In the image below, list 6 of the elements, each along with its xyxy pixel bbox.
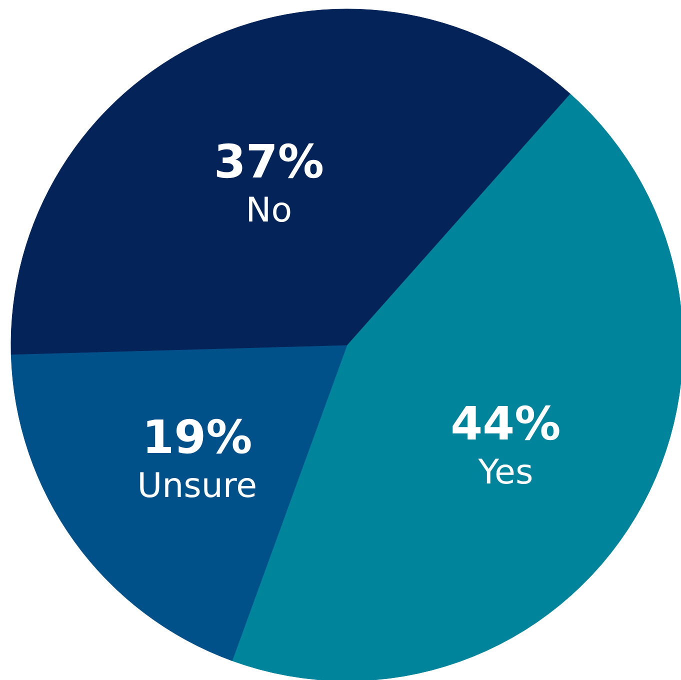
slice-label: Yes [477, 452, 534, 493]
slice-label: Unsure [137, 466, 258, 506]
data-label: 37% [214, 134, 324, 189]
data-label: 44% [450, 396, 561, 451]
data-label: 19% [142, 410, 252, 464]
slice-label: No [246, 190, 292, 231]
